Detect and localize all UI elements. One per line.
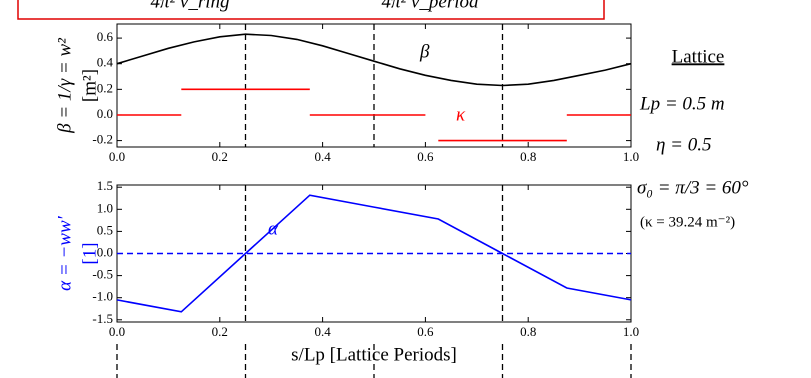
panel-title: Lattice xyxy=(672,46,725,67)
x-tick-label: 0.8 xyxy=(520,149,536,164)
x-tick-label: 0.0 xyxy=(109,149,125,164)
panel-line: σ₀ = π/3 = 60° xyxy=(637,177,749,198)
formula-left: 4π² ν_ring xyxy=(150,0,229,12)
y-tick-label: 0.0 xyxy=(97,106,113,121)
series-line xyxy=(116,194,632,313)
formula-right: 4π² ν_period xyxy=(381,0,479,12)
x-tick-label: 0.8 xyxy=(520,324,536,339)
y-tick-label: 0.6 xyxy=(97,29,114,44)
y-label: β = 1/γ = w² xyxy=(54,38,75,134)
formula-box xyxy=(17,0,605,20)
y-tick-label: 0.5 xyxy=(97,222,113,237)
y-tick-label: 0.0 xyxy=(97,244,113,259)
y-tick-label: -1.0 xyxy=(92,289,113,304)
y-tick-label: 0.4 xyxy=(97,55,114,70)
series-line xyxy=(116,33,632,87)
y-tick-label: 1.0 xyxy=(97,200,113,215)
y-tick-label: -0.2 xyxy=(92,132,113,147)
y-tick-label: 1.5 xyxy=(97,178,113,193)
y-tick-label: -0.5 xyxy=(92,267,113,282)
series-label: β xyxy=(419,41,430,62)
y-unit: [m²] xyxy=(79,69,100,102)
x-tick-label: 1.0 xyxy=(623,324,639,339)
x-tick-label: 0.2 xyxy=(212,324,228,339)
panel-line: η = 0.5 xyxy=(656,134,712,155)
y-tick-label: 0.2 xyxy=(97,80,113,95)
x-tick-label: 0.6 xyxy=(417,149,434,164)
x-label: s/Lp [Lattice Periods] xyxy=(291,344,457,365)
series-label: α xyxy=(268,218,279,239)
x-tick-label: 0.4 xyxy=(314,149,331,164)
x-tick-label: 1.0 xyxy=(623,149,639,164)
x-tick-label: 0.2 xyxy=(212,149,228,164)
x-tick-label: 0.6 xyxy=(417,324,434,339)
y-label: α = −ww′ xyxy=(54,215,75,290)
x-tick-label: 0.0 xyxy=(109,324,125,339)
y-unit: [1] xyxy=(79,242,100,264)
series-label: κ xyxy=(456,104,466,125)
y-tick-label: -1.5 xyxy=(92,311,113,326)
x-tick-label: 0.4 xyxy=(314,324,331,339)
panel-line: Lp = 0.5 m xyxy=(639,93,725,114)
panel-line: (κ = 39.24 m⁻²) xyxy=(640,214,735,230)
series-line xyxy=(117,88,631,142)
plot-frame xyxy=(116,184,632,323)
